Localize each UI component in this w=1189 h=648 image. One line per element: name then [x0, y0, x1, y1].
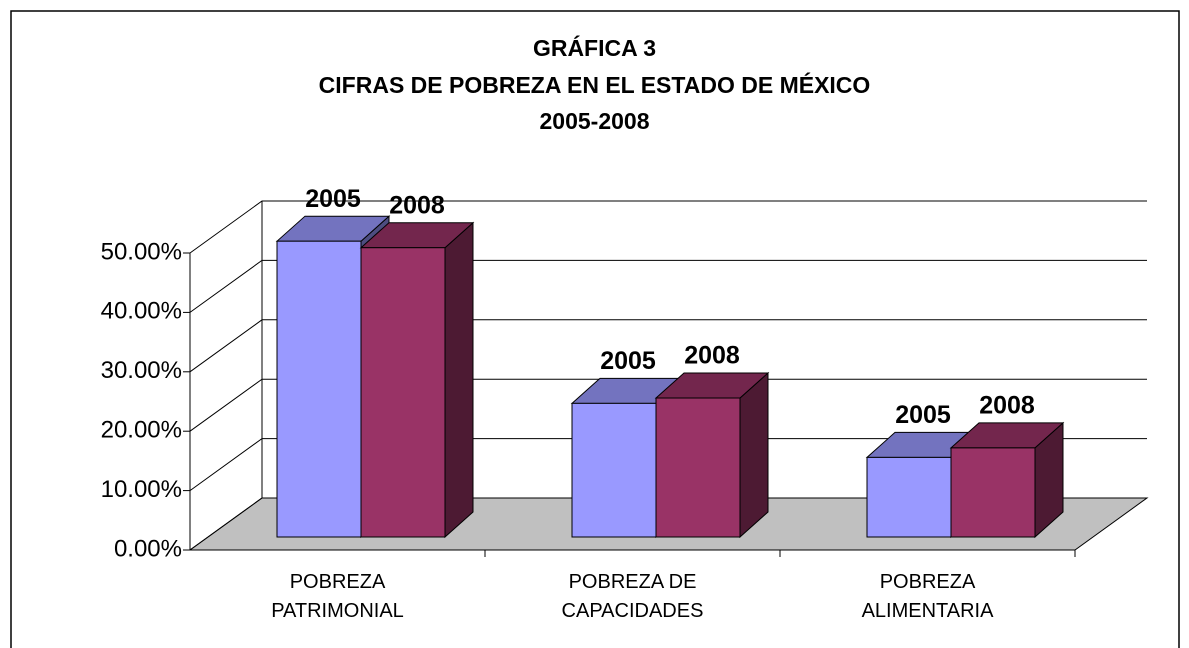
bar-front: [655, 397, 741, 538]
bar-front: [276, 240, 362, 538]
data-label: 2005: [600, 347, 656, 375]
data-label: 2005: [305, 185, 361, 213]
chart-border: [10, 10, 1180, 648]
x-tick-label: POBREZA PATRIMONIAL: [271, 571, 404, 622]
grid-line: [189, 259, 1147, 313]
data-label: 2008: [389, 191, 445, 219]
bar: [654, 371, 770, 539]
bar-side: [739, 371, 769, 539]
y-tick-label: 40.00%: [101, 298, 182, 325]
data-label: 2008: [979, 392, 1035, 420]
bar-side: [444, 221, 474, 539]
grid-line: [189, 378, 1147, 432]
bar-front: [571, 402, 657, 538]
bar-front: [360, 247, 446, 538]
data-label: 2008: [684, 342, 740, 370]
y-tick-label: 0.00%: [114, 535, 182, 562]
data-label: 2005: [895, 401, 951, 429]
bar-front: [866, 456, 952, 538]
bar: [359, 221, 475, 539]
y-tick-label: 20.00%: [101, 417, 182, 444]
x-tick-label: POBREZA DE CAPACIDADES: [561, 571, 704, 622]
y-tick-label: 10.00%: [101, 476, 182, 503]
y-tick-label: 50.00%: [101, 238, 182, 265]
grid-line: [189, 497, 1147, 551]
x-tick-label: POBREZA ALIMENTARIA: [861, 571, 994, 622]
chart-title: GRÁFICA 3 CIFRAS DE POBREZA EN EL ESTADO…: [318, 35, 871, 134]
bar: [949, 421, 1065, 539]
grid-line: [189, 319, 1147, 373]
grid-line: [189, 200, 1147, 254]
bar-front: [950, 447, 1036, 538]
y-tick-label: 30.00%: [101, 357, 182, 384]
grid-line: [189, 438, 1147, 492]
